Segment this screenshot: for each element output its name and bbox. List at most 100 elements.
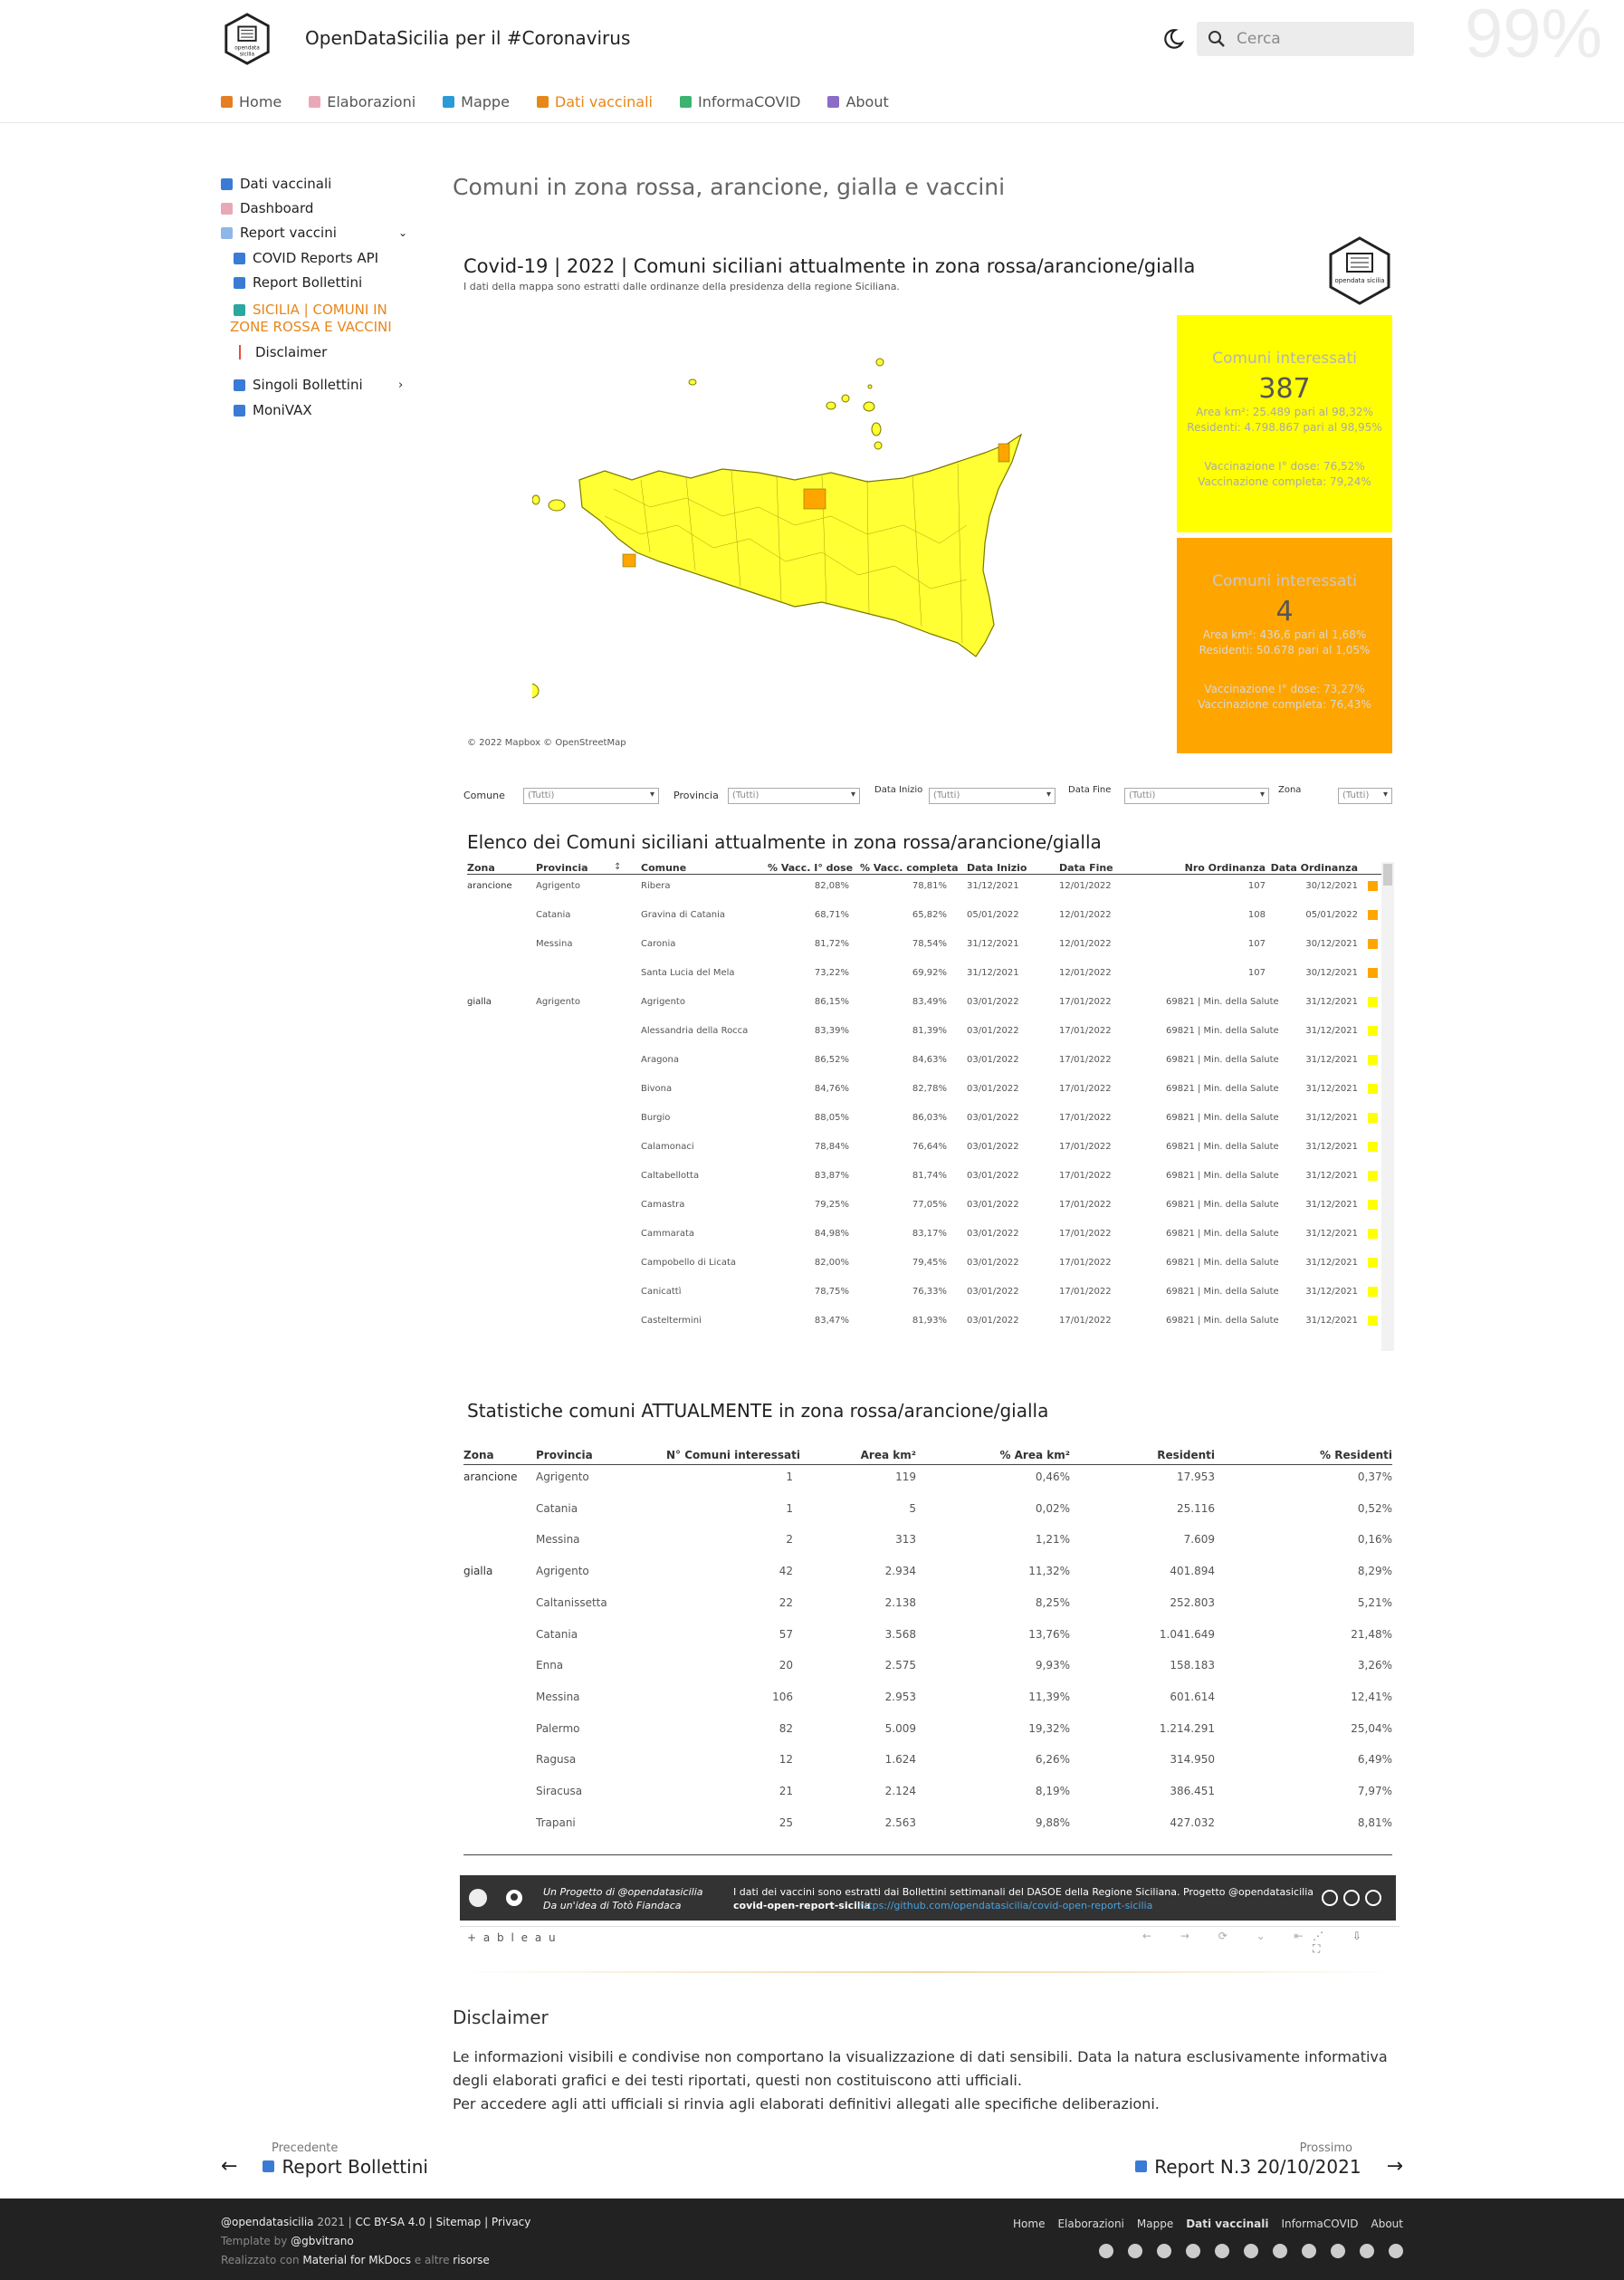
sidebar-item-report-bollettini[interactable]: Report Bollettini	[234, 274, 362, 291]
search-input[interactable]: Cerca	[1197, 22, 1414, 56]
table-row[interactable]: Catania Gravina di Catania 68,71% 65,82% 05/…	[467, 907, 1381, 936]
table-row[interactable]: Alessandria della Rocca 83,39% 81,39% 03/01…	[467, 1023, 1381, 1052]
tab-mappe[interactable]: Mappe	[443, 93, 510, 110]
footer-org-link[interactable]: @opendatasicilia	[221, 2216, 314, 2228]
zone-orange-caronia[interactable]	[803, 488, 826, 510]
card-zona-gialla[interactable]: Comuni interessati 387 Area km²: 25.489 …	[1177, 315, 1392, 532]
sidebar-item-covid-reports-api[interactable]: COVID Reports API	[234, 250, 378, 266]
filter-zona-select[interactable]: (Tutti)	[1338, 788, 1392, 804]
filter-data-inizio-select[interactable]: (Tutti)	[929, 788, 1056, 804]
by-icon[interactable]	[1360, 2244, 1374, 2258]
table-row[interactable]: Cammarata 84,98% 83,17% 03/01/2022 17/01/202…	[467, 1226, 1381, 1255]
header-cell[interactable]: Data Fine	[1059, 862, 1113, 874]
header-cell[interactable]: Nro Ordinanza	[1184, 862, 1266, 874]
footer-sitemap-privacy[interactable]: | Sitemap | Privacy	[425, 2216, 531, 2228]
toolbar-undo-redo-icons[interactable]: ← → ⟳ ⌄ ⇤	[1142, 1930, 1316, 1942]
zone-orange-santa-lucia[interactable]	[998, 443, 1010, 463]
opendatasicilia-small-icon[interactable]	[469, 1889, 487, 1907]
github-icon[interactable]	[1186, 2244, 1200, 2258]
sidebar-item-singoli-bollettini[interactable]: Singoli Bollettini ›	[234, 377, 403, 393]
footer-resources-link[interactable]: risorse	[453, 2254, 490, 2266]
table-row[interactable]: arancione Agrigento Ribera 82,08% 78,81% 31/1…	[467, 878, 1381, 907]
sidebar-item-monivax[interactable]: MoniVAX	[234, 402, 312, 418]
table-row[interactable]: Aragona 86,52% 84,63% 03/01/2022 17/01/2022 6…	[467, 1052, 1381, 1081]
table-row[interactable]: Bivona 84,76% 82,78% 03/01/2022 17/01/2022 69…	[467, 1081, 1381, 1110]
table-row[interactable]: Calamonaci 78,84% 76,64% 03/01/2022 17/01/20…	[467, 1139, 1381, 1168]
table-row[interactable]: Camastra 79,25% 77,05% 03/01/2022 17/01/2022…	[467, 1197, 1381, 1226]
table-row[interactable]: Casteltermini 83,47% 81,93% 03/01/2022 17/01…	[467, 1313, 1381, 1342]
github-icon[interactable]	[505, 1889, 523, 1907]
map-attribution[interactable]: © 2022 Mapbox © OpenStreetMap	[467, 738, 626, 748]
table-row[interactable]: Burgio 88,05% 86,03% 03/01/2022 17/01/2022 69…	[467, 1110, 1381, 1139]
stats-header-cell[interactable]: % Residenti	[1320, 1449, 1392, 1461]
sidebar-item-dashboard[interactable]: Dashboard	[221, 200, 313, 216]
chevron-down-icon[interactable]: ⌄	[398, 226, 408, 239]
stats-header-cell[interactable]: N° Comuni interessati	[666, 1449, 800, 1461]
sidebar-item-report-vaccini[interactable]: Report vaccini ⌄	[221, 225, 407, 241]
cc-icon[interactable]	[1331, 2244, 1345, 2258]
footer-nav-item[interactable]: Elaborazioni	[1057, 2218, 1124, 2230]
footer-license-link[interactable]: CC BY-SA 4.0	[355, 2216, 425, 2228]
header-cell[interactable]: Comune	[641, 862, 687, 874]
footer-nav-item[interactable]: Home	[1013, 2218, 1046, 2230]
stats-header-cell[interactable]: Residenti	[1157, 1449, 1215, 1461]
sidebar-item-sicilia-comuni-active[interactable]: SICILIA | COMUNI IN	[234, 302, 387, 318]
scrollbar-thumb[interactable]	[1383, 864, 1392, 886]
filter-data-fine-select[interactable]: (Tutti)	[1124, 788, 1269, 804]
filter-comune-select[interactable]: (Tutti)	[523, 788, 659, 804]
header-cell[interactable]: Provincia	[536, 862, 588, 874]
tab-elaborazioni[interactable]: Elaborazioni	[309, 93, 416, 110]
stats-header-cell[interactable]: % Area km²	[999, 1449, 1070, 1461]
banner-repo-link[interactable]: https://github.com/opendatasicilia/covid…	[858, 1900, 1153, 1911]
banner-project[interactable]: Un Progetto di @opendatasicilia	[543, 1886, 703, 1898]
sicily-map[interactable]	[532, 344, 1166, 733]
mail-icon[interactable]	[1244, 2244, 1258, 2258]
card-zona-arancione[interactable]: Comuni interessati 4 Area km²: 436,6 par…	[1177, 538, 1392, 753]
footer-author-link[interactable]: @gbvitrano	[291, 2235, 354, 2247]
facebook-icon[interactable]	[1157, 2244, 1171, 2258]
header-cell[interactable]: Data Ordinanza	[1270, 862, 1358, 874]
filter-provincia-select[interactable]: (Tutti)	[728, 788, 860, 804]
tab-about[interactable]: About	[827, 93, 889, 110]
home-icon[interactable]	[1099, 2244, 1113, 2258]
footer-nav-item[interactable]: About	[1371, 2218, 1403, 2230]
header-cell[interactable]: Data Inizio	[967, 862, 1027, 874]
table-row[interactable]: Messina Caronia 81,72% 78,54% 31/12/2021 12/0…	[467, 936, 1381, 965]
sidebar-item-sicilia-comuni-line2[interactable]: ZONE ROSSA E VACCINI	[230, 319, 392, 335]
footer-nav-item[interactable]: InformaCOVID	[1281, 2218, 1359, 2230]
tableau-logo[interactable]: + a b l e a u	[467, 1931, 558, 1944]
footer-nav-item[interactable]: Dati vaccinali	[1186, 2218, 1269, 2230]
tab-dati-vaccinali[interactable]: Dati vaccinali	[536, 93, 653, 110]
header-cell[interactable]: % Vacc. I° dose	[768, 862, 854, 874]
footer-mkdocs-link[interactable]: Material for MkDocs	[302, 2254, 411, 2266]
next-page-link[interactable]: Prossimo Report N.3 20/10/2021 →	[1135, 2141, 1403, 2178]
stats-header-cell[interactable]: Area km²	[860, 1449, 916, 1461]
dark-mode-toggle-icon[interactable]	[1161, 27, 1185, 51]
header-cell[interactable]: % Vacc. completa	[860, 862, 959, 874]
tab-home[interactable]: Home	[221, 93, 282, 110]
stats-header-cell[interactable]: Provincia	[536, 1449, 593, 1461]
zone-orange-ribera[interactable]	[622, 553, 636, 568]
rss-icon[interactable]	[1273, 2244, 1287, 2258]
chevron-right-icon[interactable]: ›	[398, 378, 404, 392]
toolbar-share-download-fullscreen-icons[interactable]: ⋰ ⇩ ⛶	[1313, 1930, 1374, 1955]
table-row[interactable]: gialla Agrigento Agrigento 86,15% 83,49% 03/0…	[467, 994, 1381, 1023]
header-cell[interactable]: Zona	[467, 862, 495, 874]
site-title[interactable]: OpenDataSicilia per il #Coronavirus	[305, 27, 631, 49]
discord-icon[interactable]	[1302, 2244, 1316, 2258]
sidebar-item-disclaimer[interactable]: Disclaimer	[239, 344, 327, 360]
table-row[interactable]: Campobello di Licata 82,00% 79,45% 03/01/20…	[467, 1255, 1381, 1284]
table-row[interactable]: Santa Lucia del Mela 73,22% 69,92% 31/12/20…	[467, 965, 1381, 994]
footer-nav-item[interactable]: Mappe	[1136, 2218, 1174, 2230]
table-row[interactable]: Caltabellotta 83,87% 81,74% 03/01/2022 17/01…	[467, 1168, 1381, 1197]
table-row[interactable]: Canicattì 78,75% 76,33% 03/01/2022 17/01/202…	[467, 1284, 1381, 1313]
tab-informacovid[interactable]: InformaCOVID	[680, 93, 800, 110]
sidebar-item-dati-vaccinali[interactable]: Dati vaccinali	[221, 176, 331, 192]
stats-header-cell[interactable]: Zona	[463, 1449, 494, 1461]
table-scrollbar[interactable]	[1381, 862, 1394, 1351]
opendatasicilia-logo[interactable]: opendata sicilia	[221, 13, 273, 65]
prev-page-link[interactable]: Precedente ← Report Bollettini	[221, 2141, 428, 2178]
telegram-icon[interactable]	[1215, 2244, 1229, 2258]
twitter-icon[interactable]	[1128, 2244, 1142, 2258]
sa-icon[interactable]	[1389, 2244, 1403, 2258]
